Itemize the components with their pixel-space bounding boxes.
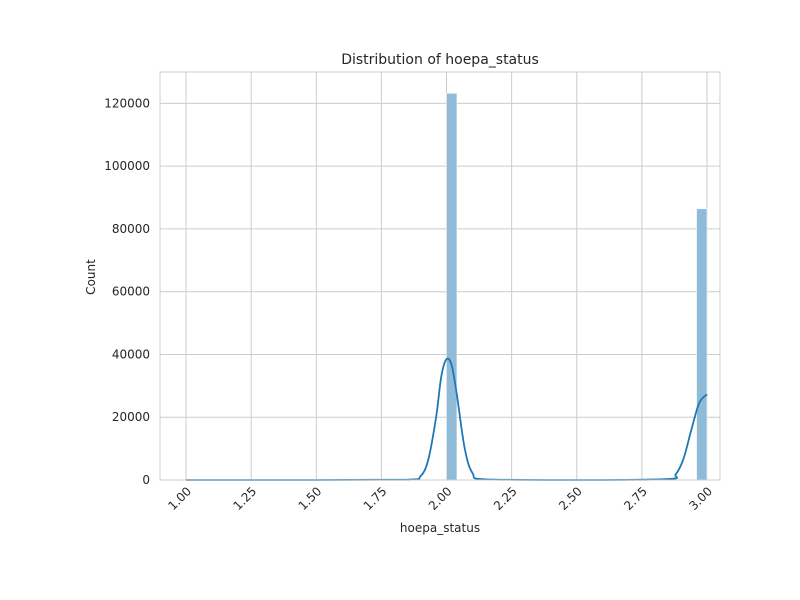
- y-axis-label: Count: [84, 259, 98, 295]
- y-tick-labels: 0 20000 40000 60000 80000 100000 120000: [104, 96, 150, 487]
- y-tick-label: 40000: [112, 347, 150, 361]
- x-axis-label: hoepa_status: [400, 521, 480, 535]
- y-tick-label: 100000: [104, 159, 150, 173]
- y-tick-label: 20000: [112, 410, 150, 424]
- plot-frame: [159, 71, 721, 481]
- y-tick-label: 120000: [104, 96, 150, 110]
- histogram-bar: [696, 208, 708, 481]
- y-tick-label: 80000: [112, 222, 150, 236]
- chart-title: Distribution of hoepa_status: [341, 52, 539, 68]
- y-tick-label: 0: [142, 473, 150, 487]
- kde-line: [186, 357, 708, 481]
- y-tick-label: 60000: [112, 285, 150, 299]
- histogram-bar: [446, 93, 458, 481]
